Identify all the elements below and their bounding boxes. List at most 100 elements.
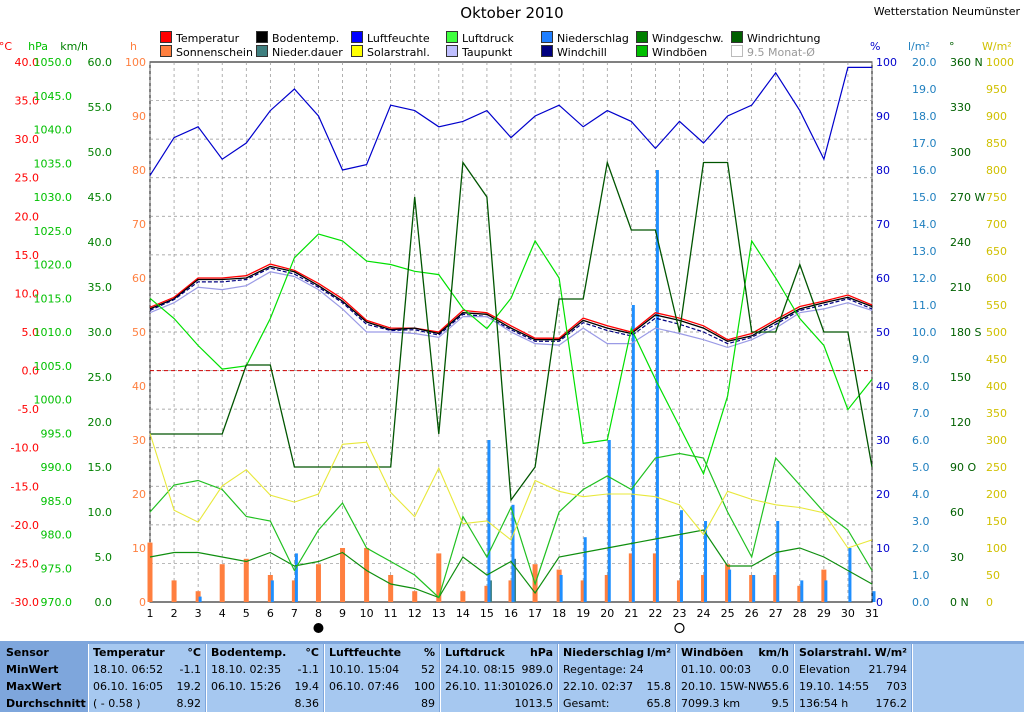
y-tick-label: 40 (876, 380, 890, 393)
y-tick-label: 1050.0 (34, 56, 73, 69)
legend-item-windgeschw[interactable]: Windgeschw. (636, 31, 724, 45)
y-tick-label: 0 (986, 596, 993, 609)
x-tick-label: 25 (721, 607, 735, 620)
x-tick-label: 21 (624, 607, 638, 620)
y-tick-label: 7.0 (912, 407, 930, 420)
y-tick-label: 980.0 (41, 529, 73, 542)
series-line (149, 263, 873, 341)
legend-swatch (351, 31, 363, 43)
legend-item-monatsmittel[interactable]: 9.5 Monat-Ø (731, 45, 815, 59)
y-tick-label: 20.0 (912, 56, 937, 69)
y-tick-label: 700 (986, 218, 1007, 231)
legend-item-luftdruck[interactable]: Luftdruck (446, 31, 514, 45)
legend-item-bodentemp[interactable]: Bodentemp. (256, 31, 339, 45)
x-tick-label: 18 (552, 607, 566, 620)
bar (872, 591, 876, 602)
legend-item-taupunkt[interactable]: Taupunkt (446, 45, 512, 59)
y-tick-label: 180 S (950, 326, 981, 339)
y-tick-label: 55.0 (88, 101, 113, 114)
axis-solar: 0 50 100 150 200 250 300 350 400 450 500 550 600 650 7… (982, 40, 1014, 609)
legend-swatch (636, 31, 648, 43)
y-tick-label: 90 O (950, 461, 976, 474)
legend-swatch (446, 45, 458, 57)
y-tick-label: 1045.0 (34, 90, 73, 103)
x-tick-label: 24 (697, 607, 711, 620)
stats-panel-temperatur: Temperatur °C 18.10. 06:52 -1.1 06.10. 16:… (88, 644, 205, 712)
stats-panel-empty (912, 644, 1024, 712)
axis-hum: 0 10 20 30 40 50 60 70 80 90 100% (870, 40, 897, 609)
legend-item-windboeen[interactable]: Windböen (636, 45, 707, 59)
axis-dir: 0 N 30 60 90 O 120 150 180 S 210 240 270 W 300 330 3… (949, 40, 985, 609)
series-line (149, 529, 873, 599)
y-tick-label: 10.0 (15, 287, 40, 300)
y-tick-label: 20 (876, 488, 890, 501)
legend-item-windrichtung[interactable]: Windrichtung (731, 31, 820, 45)
y-tick-label: 60 (132, 272, 146, 285)
x-tick-label: 9 (339, 607, 346, 620)
statistics-bar: Sensor MinWert MaxWert Durchschnitt Temp… (0, 641, 1024, 712)
y-tick-label: 750 (986, 191, 1007, 204)
y-tick-label: 10 (876, 542, 890, 555)
y-tick-label: 330 (950, 101, 971, 114)
bar (243, 558, 249, 602)
y-tick-label: 60.0 (88, 56, 113, 69)
legend-item-niederschlag[interactable]: Niederschlag (541, 31, 629, 45)
y-tick-label: 1000 (986, 56, 1014, 69)
y-tick-label: 600 (986, 272, 1007, 285)
legend-swatch (256, 45, 268, 57)
y-tick-label: 20 (132, 488, 146, 501)
y-tick-label: 550 (986, 299, 1007, 312)
axis-unit-label: % (870, 40, 880, 53)
y-tick-label: 10.0 (88, 506, 113, 519)
stats-panel-niederschlag: Niederschlag l/m² Regentage: 24 22.10. 02… (558, 644, 675, 712)
x-tick-label: 2 (171, 607, 178, 620)
bar (388, 575, 394, 602)
y-tick-label: 990.0 (41, 461, 73, 474)
y-tick-label: 30 (132, 434, 146, 447)
bar (364, 548, 370, 602)
bar (773, 575, 779, 602)
y-tick-label: 40.0 (15, 56, 40, 69)
y-tick-label: 9.0 (912, 353, 930, 366)
x-tick-label: 6 (267, 607, 274, 620)
legend-item-luftfeuchte[interactable]: Luftfeuchte (351, 31, 430, 45)
y-tick-label: 90 (876, 110, 890, 123)
y-tick-label: 950 (986, 83, 1007, 96)
bar (631, 305, 635, 602)
legend-item-sonnenschein[interactable]: Sonnenschein (160, 45, 253, 59)
y-tick-label: 1040.0 (34, 124, 73, 137)
y-tick-label: 1015.0 (34, 292, 73, 305)
legend-item-temperatur[interactable]: Temperatur (160, 31, 239, 45)
y-tick-label: 800 (986, 164, 1007, 177)
bar (800, 580, 804, 602)
legend-item-niederdauer[interactable]: Nieder.dauer (256, 45, 343, 59)
y-tick-label: 25.0 (15, 172, 40, 185)
x-tick-label: 11 (384, 607, 398, 620)
stats-label-max: MaxWert (6, 680, 62, 693)
y-tick-label: 100 (125, 56, 146, 69)
legend-item-solarstrahl[interactable]: Solarstrahl. (351, 45, 430, 59)
legend-item-windchill[interactable]: Windchill (541, 45, 607, 59)
x-tick-label: 26 (745, 607, 759, 620)
y-tick-label: -25.0 (11, 557, 39, 570)
bar (487, 440, 491, 602)
legend-swatch (541, 31, 553, 43)
y-tick-label: 10 (132, 542, 146, 555)
x-tick-label: 30 (841, 607, 855, 620)
y-tick-label: 360 N (950, 56, 983, 69)
x-tick-label: 23 (672, 607, 686, 620)
y-tick-label: 1010.0 (34, 326, 73, 339)
axis-unit-label: ° (949, 40, 955, 53)
series-line (149, 452, 873, 599)
bar (776, 521, 780, 602)
y-tick-label: 25.0 (88, 371, 113, 384)
y-tick-label: 60 (876, 272, 890, 285)
axis-unit-label: l/m² (908, 40, 930, 53)
legend-swatch (731, 45, 743, 57)
bar-series (147, 542, 827, 602)
bar (604, 575, 610, 602)
stats-panel-bodentemp: Bodentemp. °C 18.10. 02:35 -1.1 06.10. 15:… (206, 644, 323, 712)
bar (580, 580, 586, 602)
legend-swatch (351, 45, 363, 57)
stats-row-labels: Sensor MinWert MaxWert Durchschnitt (6, 644, 86, 712)
